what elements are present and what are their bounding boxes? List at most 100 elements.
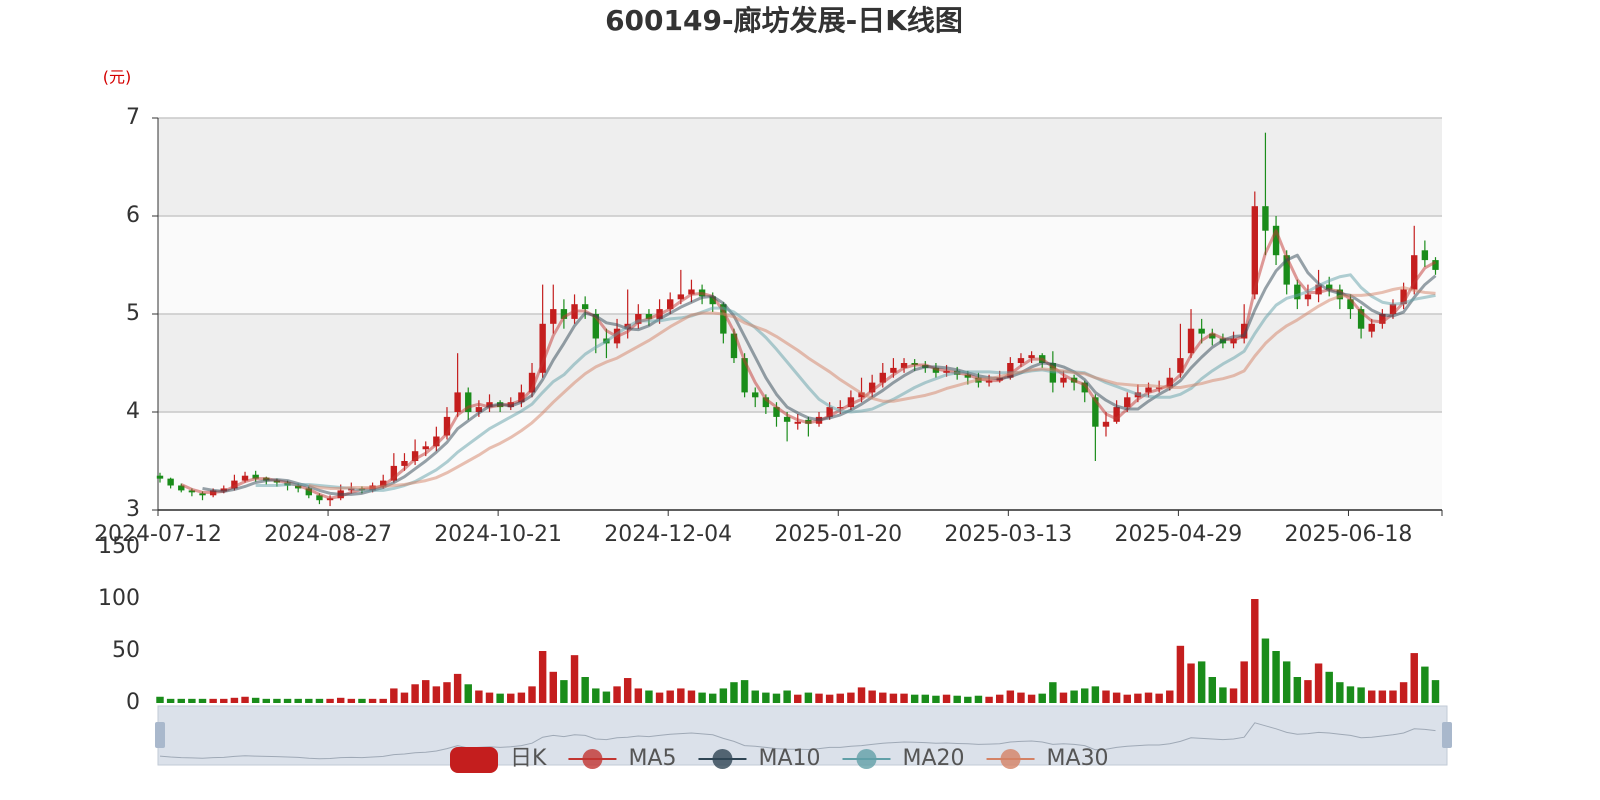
candle-body <box>847 397 855 408</box>
volume-bar <box>974 695 983 703</box>
volume-bar <box>1325 671 1333 703</box>
volume-bar <box>496 693 504 703</box>
legend-label[interactable]: MA5 <box>628 746 676 771</box>
candle-body <box>1347 299 1354 310</box>
x-tick-label: 2024-12-04 <box>604 522 732 547</box>
y-tick-label: 5 <box>126 301 140 326</box>
data-zoom[interactable] <box>155 705 1452 766</box>
legend-label[interactable]: MA20 <box>903 746 965 771</box>
volume-bar <box>507 693 515 703</box>
zoom-handle-right[interactable] <box>1442 722 1452 748</box>
candle-body <box>1124 397 1131 408</box>
legend-icon-dot[interactable] <box>1000 749 1021 769</box>
volume-bar <box>305 698 313 703</box>
legend-icon-dot[interactable] <box>582 749 603 769</box>
ma-line <box>202 253 1437 496</box>
volume-bar <box>198 698 207 703</box>
candle-body <box>1007 363 1014 378</box>
volume-bar <box>1346 686 1355 703</box>
candle-body <box>1092 397 1099 427</box>
candle-body <box>1411 255 1418 290</box>
volume-bar <box>921 694 930 703</box>
legend-item[interactable]: MA5 <box>568 746 676 771</box>
volume-bar <box>857 687 866 703</box>
legend-item[interactable]: MA30 <box>986 746 1109 771</box>
legend-item[interactable]: 日K <box>450 746 547 773</box>
legend-icon[interactable] <box>450 747 498 773</box>
zoom-handle-left[interactable] <box>155 722 165 748</box>
candle-body <box>783 416 791 422</box>
candle-body <box>1294 284 1301 300</box>
volume-bar <box>602 691 611 703</box>
y-tick-label: 4 <box>126 399 140 424</box>
volume-bar <box>1357 687 1365 703</box>
volume-bar <box>220 698 228 703</box>
legend-label[interactable]: MA10 <box>758 746 820 771</box>
volume-bar <box>1336 682 1344 703</box>
volume-bar <box>336 697 345 703</box>
legend-icon-dot[interactable] <box>856 749 877 769</box>
candle-body <box>1251 206 1258 295</box>
candle-body <box>1368 323 1375 332</box>
volume-bar <box>464 684 472 703</box>
candle-body <box>1283 255 1290 285</box>
candle-body <box>720 304 727 334</box>
volume-bar <box>1282 661 1291 703</box>
x-tick-label: 2025-03-13 <box>944 522 1072 547</box>
candle-body <box>188 490 196 493</box>
volume-bar <box>1410 653 1418 703</box>
candle-body <box>837 407 844 409</box>
volume-bar <box>751 690 759 703</box>
volume-bar <box>953 695 961 703</box>
x-tick-label: 2024-10-21 <box>434 522 562 547</box>
legend-item[interactable]: MA20 <box>842 746 965 771</box>
legend-icon-dot[interactable] <box>712 749 733 769</box>
volume-bar <box>932 695 940 703</box>
candle-body <box>1262 206 1269 231</box>
candle-body <box>156 475 164 479</box>
volume-bar <box>730 682 738 703</box>
volume-bar <box>475 690 483 703</box>
volume-bar <box>1421 666 1429 703</box>
volume-bar <box>666 690 674 703</box>
candle-body <box>688 289 695 295</box>
volume-bar <box>262 698 271 703</box>
legend-label[interactable]: MA30 <box>1047 746 1109 771</box>
volume-bar <box>879 692 887 703</box>
volume-bar <box>283 698 292 703</box>
zoom-track[interactable] <box>157 705 1448 766</box>
candle-body <box>868 382 876 393</box>
candle-body <box>1326 284 1333 290</box>
volume-bar <box>453 673 462 703</box>
volume-bar <box>794 694 802 703</box>
y-tick-label: 7 <box>126 105 140 130</box>
candle-body <box>241 475 249 481</box>
candle-body <box>1187 328 1195 354</box>
split-area <box>158 118 1442 216</box>
volume-bar <box>708 693 717 703</box>
volume-bar <box>390 688 398 703</box>
candle-body <box>635 314 642 324</box>
candle-body <box>1017 358 1025 363</box>
volume-bar <box>1240 661 1248 703</box>
volume-bar <box>1134 693 1142 703</box>
volume-bar <box>613 686 621 703</box>
candle-body <box>794 421 801 424</box>
candle-body <box>1060 377 1067 383</box>
volume-bar <box>294 698 302 703</box>
volume-bar <box>1219 687 1227 703</box>
legend-label[interactable]: 日K <box>510 746 547 771</box>
volume-bar <box>964 696 972 703</box>
candle-body <box>752 392 759 398</box>
volume-bar <box>581 677 589 703</box>
candle-body <box>465 392 472 412</box>
legend: 日K MA5 MA10 MA20 MA30 <box>450 746 1109 773</box>
legend-item[interactable]: MA10 <box>698 746 821 771</box>
candle-body <box>1379 314 1386 324</box>
volume-bar <box>443 682 451 703</box>
volume-bar <box>273 698 281 703</box>
candle-body <box>1389 304 1397 314</box>
candle-body <box>199 493 206 496</box>
volume-bar <box>560 680 568 703</box>
